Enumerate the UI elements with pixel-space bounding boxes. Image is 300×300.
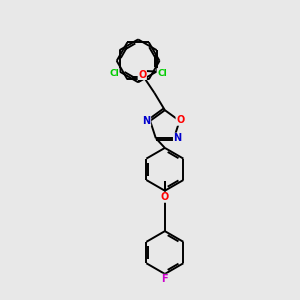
Text: O: O [176,115,184,125]
Text: F: F [161,274,168,284]
Text: N: N [142,116,151,126]
Text: Cl: Cl [157,68,167,77]
Text: O: O [161,192,169,202]
Text: O: O [138,70,146,80]
Text: N: N [173,133,181,143]
Text: Cl: Cl [110,68,119,77]
